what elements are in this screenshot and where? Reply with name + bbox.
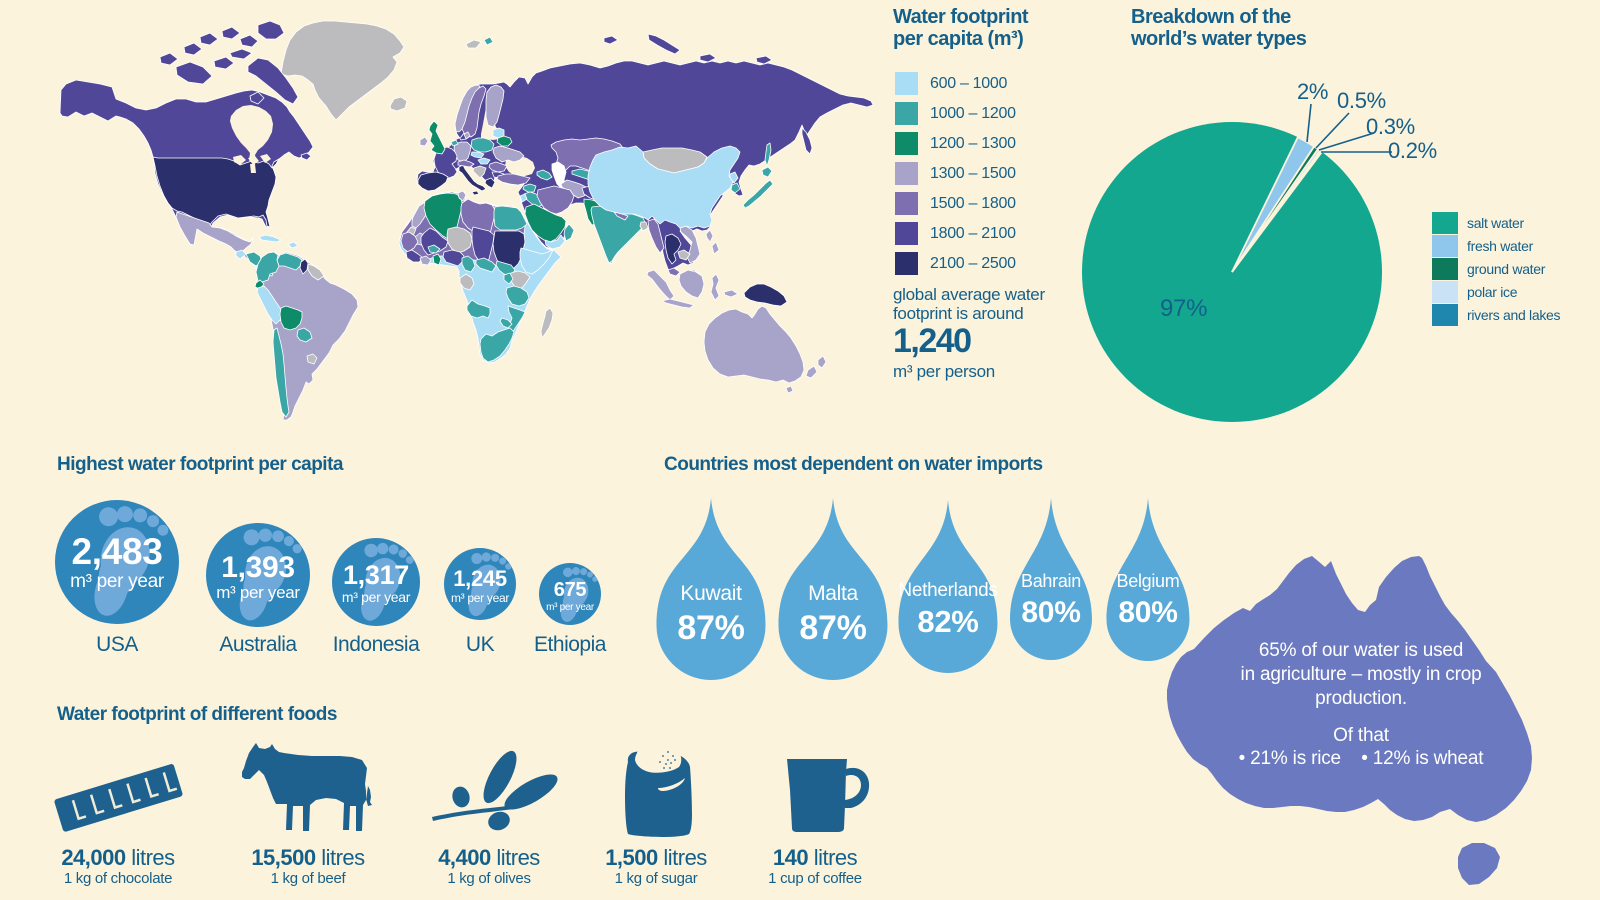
svg-text:1,393: 1,393 (221, 551, 295, 584)
svg-text:Netherlands: Netherlands (898, 580, 997, 601)
svg-text:80%: 80% (1021, 596, 1080, 629)
svg-text:Bahrain: Bahrain (1021, 571, 1081, 591)
svg-text:m³ per year: m³ per year (546, 602, 595, 613)
svg-text:87%: 87% (799, 609, 866, 647)
svg-text:1,245: 1,245 (453, 566, 507, 591)
svg-text:87%: 87% (677, 609, 744, 647)
svg-text:m³ per year: m³ per year (216, 583, 300, 602)
svg-text:80%: 80% (1118, 596, 1177, 629)
svg-text:1,317: 1,317 (343, 560, 409, 590)
svg-text:675: 675 (554, 579, 587, 601)
svg-text:Malta: Malta (808, 582, 858, 605)
svg-text:m³ per year: m³ per year (342, 589, 411, 605)
svg-text:Kuwait: Kuwait (680, 582, 742, 605)
svg-text:Belgium: Belgium (1117, 571, 1180, 591)
svg-text:m³ per year: m³ per year (451, 591, 509, 605)
svg-text:82%: 82% (917, 604, 978, 639)
svg-text:m³ per year: m³ per year (70, 571, 165, 592)
svg-text:2,483: 2,483 (71, 531, 162, 572)
